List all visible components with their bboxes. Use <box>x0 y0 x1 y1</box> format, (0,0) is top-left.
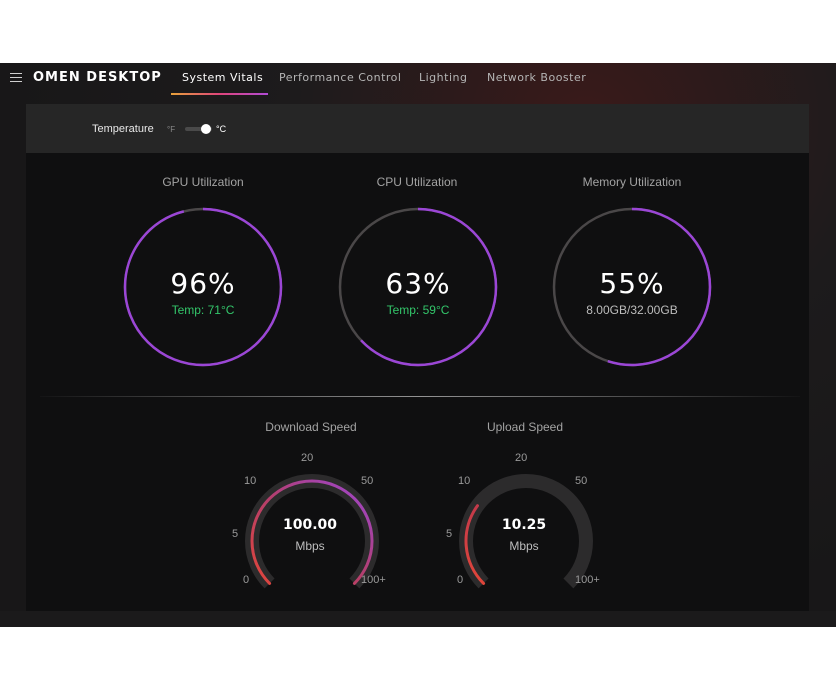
download-tick-50: 50 <box>361 475 374 487</box>
temperature-bar: Temperature °F °C <box>26 104 809 153</box>
download-speed-value: 100.00 <box>282 517 338 533</box>
cpu-utilization-value: 63% <box>385 267 451 300</box>
upload-speed-value: 10.25 <box>501 517 547 533</box>
memory-ring-fill <box>552 207 712 367</box>
temperature-label: Temperature <box>92 123 154 135</box>
top-bar: OMEN DESKTOP System Vitals Performance C… <box>0 63 836 95</box>
tab-performance-control[interactable]: Performance Control <box>279 71 402 84</box>
upload-speed-unit: Mbps <box>509 539 539 553</box>
memory-ring <box>552 207 712 367</box>
upload-tick-5: 5 <box>446 528 453 540</box>
gpu-temp-text: Temp: 71°C <box>171 303 235 317</box>
download-tick-5: 5 <box>232 528 239 540</box>
upload-speed-arc <box>459 474 593 589</box>
memory-utilization-value: 55% <box>599 267 665 300</box>
download-tick-20: 20 <box>301 452 314 464</box>
cpu-ring <box>338 207 498 367</box>
upload-tick-10: 10 <box>458 475 471 487</box>
upload-tick-50: 50 <box>575 475 588 487</box>
app-window: OMEN DESKTOP System Vitals Performance C… <box>0 63 836 627</box>
cpu-ring-fill <box>338 207 498 367</box>
download-speed-arc <box>245 474 379 589</box>
hamburger-menu-icon[interactable] <box>10 73 22 82</box>
download-arc-fill <box>250 479 374 585</box>
cpu-utilization-title: CPU Utilization <box>376 175 458 189</box>
gpu-ring <box>123 207 283 367</box>
app-title: OMEN DESKTOP <box>33 70 162 85</box>
memory-usage-text: 8.00GB/32.00GB <box>586 303 678 317</box>
download-speed-unit: Mbps <box>295 539 325 553</box>
upload-arc-fill <box>464 504 486 585</box>
tab-lighting[interactable]: Lighting <box>419 71 468 84</box>
cpu-temp-text: Temp: 59°C <box>386 303 450 317</box>
cpu-gauge: 63% Temp: 59°C <box>338 207 498 367</box>
download-speed-title: Download Speed <box>265 420 357 434</box>
upload-tick-0: 0 <box>457 574 464 586</box>
upload-tick-100: 100+ <box>575 574 600 586</box>
tab-system-vitals[interactable]: System Vitals <box>182 71 264 84</box>
gpu-utilization-value: 96% <box>170 267 236 300</box>
gpu-utilization-title: GPU Utilization <box>162 175 244 189</box>
unit-fahrenheit-label: °F <box>167 125 176 134</box>
vitals-panel: Temperature °F °C GPU Utilization 96% Te… <box>26 104 809 611</box>
unit-celsius-label: °C <box>216 124 227 134</box>
download-tick-100: 100+ <box>361 574 386 586</box>
download-tick-10: 10 <box>244 475 257 487</box>
temperature-unit-toggle[interactable] <box>185 123 212 135</box>
active-tab-indicator <box>171 93 268 95</box>
upload-speed-title: Upload Speed <box>486 420 564 434</box>
gpu-ring-fill <box>123 207 283 367</box>
upload-tick-20: 20 <box>515 452 528 464</box>
tab-network-booster[interactable]: Network Booster <box>487 71 587 84</box>
memory-gauge: 55% 8.00GB/32.00GB <box>552 207 712 367</box>
gpu-gauge: 96% Temp: 71°C <box>123 207 283 367</box>
window-bottom-edge <box>0 611 836 627</box>
section-divider <box>40 396 800 397</box>
download-tick-0: 0 <box>243 574 250 586</box>
memory-utilization-title: Memory Utilization <box>582 175 682 189</box>
download-speed-gauge: 0 5 10 20 50 100+ 100.00 Mbps <box>222 444 402 594</box>
upload-speed-gauge: 0 5 10 20 50 100+ 10.25 Mbps <box>436 444 616 594</box>
